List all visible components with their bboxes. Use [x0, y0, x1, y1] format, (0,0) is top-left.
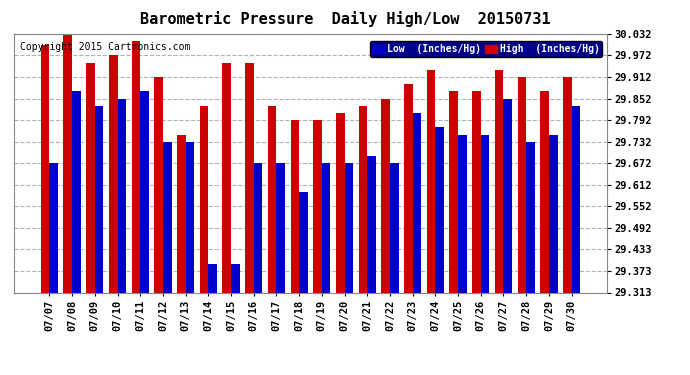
Bar: [132, 41, 140, 292]
Bar: [86, 63, 95, 292]
Bar: [481, 135, 489, 292]
Bar: [563, 77, 571, 292]
Bar: [254, 163, 262, 292]
Bar: [41, 45, 50, 292]
Bar: [390, 163, 399, 292]
Bar: [449, 92, 458, 292]
Bar: [208, 264, 217, 292]
Bar: [268, 106, 277, 292]
Bar: [231, 264, 239, 292]
Text: Copyright 2015 Cartronics.com: Copyright 2015 Cartronics.com: [20, 42, 190, 51]
Bar: [290, 120, 299, 292]
Bar: [540, 92, 549, 292]
Bar: [458, 135, 466, 292]
Bar: [322, 163, 331, 292]
Bar: [404, 84, 413, 292]
Bar: [426, 70, 435, 292]
Legend: Low  (Inches/Hg), High  (Inches/Hg): Low (Inches/Hg), High (Inches/Hg): [370, 41, 602, 57]
Bar: [504, 99, 512, 292]
Bar: [72, 92, 81, 292]
Bar: [344, 163, 353, 292]
Bar: [313, 120, 322, 292]
Bar: [495, 70, 504, 292]
Bar: [163, 142, 172, 292]
Bar: [109, 56, 117, 292]
Bar: [140, 92, 149, 292]
Bar: [50, 163, 58, 292]
Bar: [526, 142, 535, 292]
Text: Barometric Pressure  Daily High/Low  20150731: Barometric Pressure Daily High/Low 20150…: [139, 11, 551, 27]
Bar: [549, 135, 558, 292]
Bar: [63, 34, 72, 292]
Bar: [336, 113, 344, 292]
Bar: [299, 192, 308, 292]
Bar: [518, 77, 526, 292]
Bar: [222, 63, 231, 292]
Bar: [155, 77, 163, 292]
Bar: [117, 99, 126, 292]
Bar: [435, 128, 444, 292]
Bar: [571, 106, 580, 292]
Bar: [95, 106, 103, 292]
Bar: [382, 99, 390, 292]
Bar: [199, 106, 208, 292]
Bar: [472, 92, 481, 292]
Bar: [245, 63, 254, 292]
Bar: [413, 113, 422, 292]
Bar: [186, 142, 195, 292]
Bar: [367, 156, 376, 292]
Bar: [177, 135, 186, 292]
Bar: [359, 106, 367, 292]
Bar: [277, 163, 285, 292]
